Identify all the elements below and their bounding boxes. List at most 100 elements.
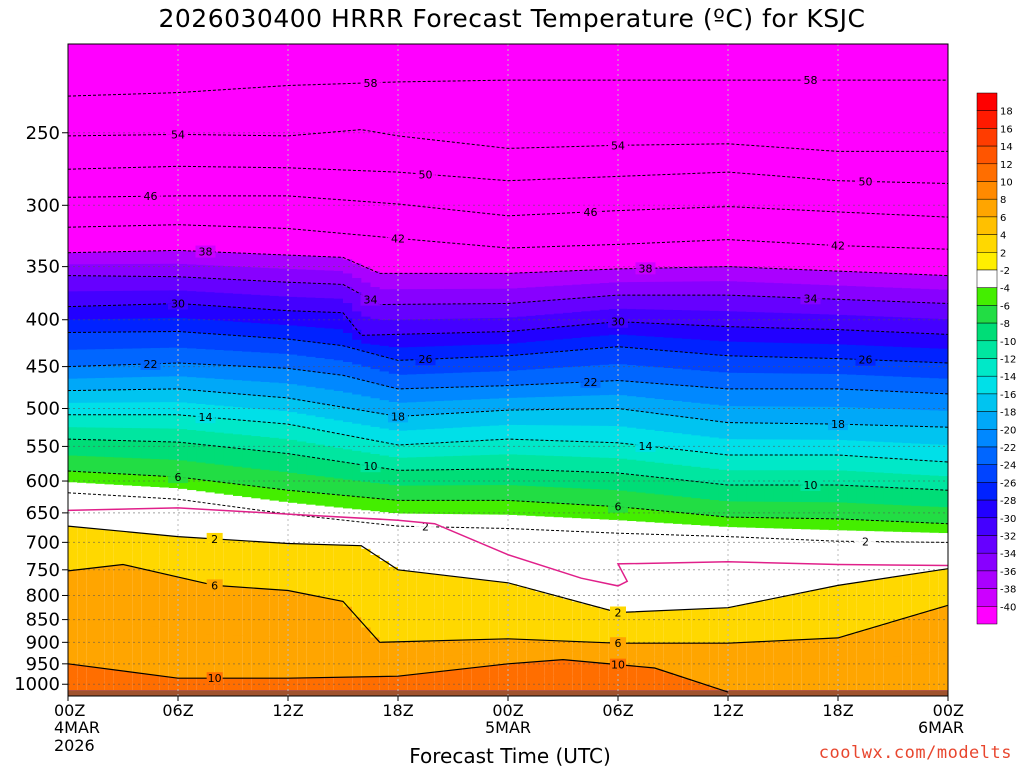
isotherm-label: 14 bbox=[199, 411, 213, 424]
colorbar-label: 4 bbox=[1000, 231, 1006, 242]
colorbar-label: -30 bbox=[1000, 514, 1016, 525]
x-tick-label: 00Z bbox=[54, 701, 85, 720]
isotherm-label: 42 bbox=[391, 232, 405, 245]
colorbar-swatch bbox=[976, 499, 998, 519]
warm-isotherm-line bbox=[67, 525, 949, 614]
colorbar-swatch bbox=[976, 216, 998, 235]
x-tick-date: 6MAR bbox=[918, 718, 964, 737]
isotherm-label: 6 bbox=[615, 501, 622, 514]
isotherm-label-bg bbox=[608, 315, 628, 328]
y-tick-label: 650 bbox=[26, 503, 60, 524]
y-tick-label: 550 bbox=[26, 436, 60, 457]
isotherm-label: 18 bbox=[391, 410, 405, 423]
isotherm-line bbox=[67, 492, 949, 543]
colorbar-swatch bbox=[976, 535, 998, 554]
colorbar-swatch bbox=[976, 570, 998, 589]
isotherm-label-bg bbox=[168, 471, 188, 484]
isotherm-label: 50 bbox=[419, 168, 433, 181]
colorbar-label: -26 bbox=[1000, 478, 1016, 489]
isotherm-label-bg bbox=[855, 535, 876, 548]
y-tick-label: 850 bbox=[26, 610, 60, 631]
colorbar-swatch bbox=[976, 92, 998, 111]
isotherm-label-bg bbox=[168, 128, 188, 141]
isotherm-label: 38 bbox=[199, 246, 213, 259]
warm-isotherm-label: 6 bbox=[211, 579, 218, 592]
isotherm-label-bg bbox=[608, 500, 628, 513]
colorbar-swatch bbox=[976, 287, 998, 306]
isotherm-label: 18 bbox=[831, 418, 845, 431]
isotherm-label: 2 bbox=[422, 521, 429, 534]
colorbar-swatch bbox=[976, 198, 998, 218]
isotherm-line bbox=[67, 249, 949, 277]
isotherm-label: 22 bbox=[584, 376, 598, 389]
isotherm-label: 10 bbox=[364, 460, 378, 473]
colorbar-swatch bbox=[976, 128, 998, 147]
isotherm-label: 26 bbox=[419, 353, 433, 366]
isotherm-line bbox=[67, 79, 948, 97]
chart-title: 2026030400 HRRR Forecast Temperature (ºC… bbox=[158, 4, 866, 33]
isotherm-label-bg bbox=[828, 239, 848, 252]
grid-lines bbox=[68, 44, 948, 696]
warm-isotherm-label-bg bbox=[206, 532, 223, 545]
colorbar-swatch bbox=[976, 446, 998, 465]
colorbar-label: -22 bbox=[1000, 443, 1016, 454]
colorbar-label: -14 bbox=[1000, 372, 1016, 383]
colorbar-swatch bbox=[976, 269, 998, 288]
x-tick-label: 06Z bbox=[602, 701, 633, 720]
colorbar-label: -10 bbox=[1000, 337, 1016, 348]
warm-isotherm-label: 2 bbox=[615, 607, 622, 620]
colorbar-swatch bbox=[976, 411, 998, 430]
isotherm-label-bg bbox=[168, 297, 188, 310]
colorbar-label: 12 bbox=[1000, 160, 1013, 171]
colorbar-label: -8 bbox=[1000, 319, 1010, 330]
isotherm-label-bg bbox=[415, 168, 436, 181]
y-tick-label: 450 bbox=[26, 357, 60, 378]
isotherm-label-bg bbox=[360, 460, 381, 473]
colorbar-label: 10 bbox=[1000, 178, 1013, 189]
isotherm-label: 50 bbox=[859, 175, 873, 188]
isotherm-line bbox=[67, 129, 948, 152]
isotherm-label-bg bbox=[360, 76, 381, 89]
isotherm-label-bg bbox=[388, 232, 408, 245]
colorbar-label: -20 bbox=[1000, 425, 1016, 436]
colorbar-label: -34 bbox=[1000, 549, 1016, 560]
colorbar-label: 14 bbox=[1000, 142, 1013, 153]
colorbar-swatch bbox=[976, 464, 998, 483]
colorbar-swatch bbox=[976, 429, 998, 448]
colorbar-swatch bbox=[976, 517, 998, 536]
isotherm-line bbox=[67, 302, 949, 336]
colorbar-label: 16 bbox=[1000, 124, 1013, 135]
isotherm-line bbox=[67, 362, 949, 395]
isotherm-label-bg bbox=[195, 245, 216, 258]
colorbar-swatch bbox=[976, 234, 998, 253]
isotherm-label: 54 bbox=[611, 139, 625, 152]
y-tick-label: 1000 bbox=[14, 674, 60, 695]
warm-isotherm-line bbox=[67, 563, 949, 644]
colorbar-swatch bbox=[976, 163, 998, 182]
isotherm-label-bg bbox=[800, 74, 821, 87]
x-tick-label: 00Z bbox=[492, 701, 523, 720]
isotherm-line bbox=[67, 470, 949, 525]
colorbar-swatch bbox=[976, 322, 998, 342]
isotherm-label: 34 bbox=[804, 292, 818, 305]
plot-area bbox=[68, 44, 948, 696]
x-tick-date: 4MAR bbox=[54, 718, 100, 737]
warm-isotherm-label-bg bbox=[206, 672, 223, 685]
isotherm-line bbox=[67, 165, 949, 184]
isotherm-label-bg bbox=[635, 439, 656, 452]
colorbar-swatch bbox=[976, 110, 998, 129]
colorbar-label: -40 bbox=[1000, 602, 1016, 613]
colorbar-swatch bbox=[976, 552, 998, 572]
colorbar-swatch bbox=[976, 358, 998, 377]
isotherm-label-bg bbox=[828, 418, 848, 431]
y-tick-label: 600 bbox=[26, 471, 60, 492]
y-tick-label: 300 bbox=[26, 195, 60, 216]
credit-text: coolwx.com/modelts bbox=[818, 743, 1012, 763]
y-axis: 2503003504004505005506006507007508008509… bbox=[14, 123, 68, 695]
y-tick-label: 800 bbox=[26, 585, 60, 606]
colorbar-swatch bbox=[976, 606, 998, 625]
colorbar-swatch bbox=[976, 482, 998, 501]
isotherm-label-bg bbox=[140, 190, 161, 203]
